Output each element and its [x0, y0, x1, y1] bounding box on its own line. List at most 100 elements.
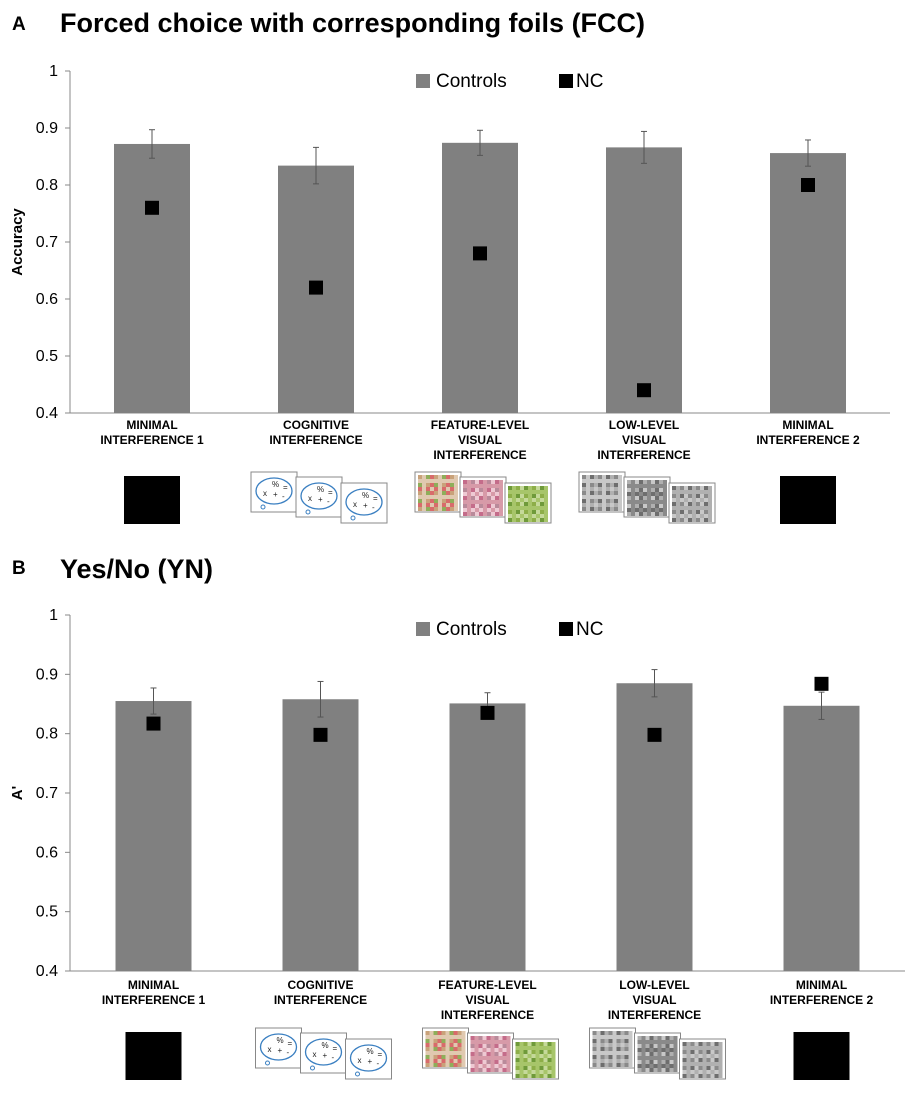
noise-pixel [494, 1068, 499, 1072]
noise-pixel [457, 1059, 462, 1063]
noise-pixel [639, 512, 643, 516]
noise-pixel [506, 1044, 511, 1048]
noise-pixel [655, 500, 659, 504]
noise-pixel [544, 498, 548, 502]
noise-pixel [539, 1050, 544, 1054]
noise-pixel [498, 1044, 503, 1048]
noise-pixel [495, 504, 499, 508]
noise-pixel [543, 1070, 548, 1074]
noise-pixel [445, 1043, 450, 1047]
math-symbol: % [317, 485, 324, 494]
noise-pixel [425, 1063, 430, 1067]
noise-pixel [690, 1062, 695, 1066]
noise-pixel [543, 1046, 548, 1050]
noise-pixel [425, 1043, 430, 1047]
noise-pixel [490, 1044, 495, 1048]
noise-pixel [669, 1068, 674, 1072]
noise-pixel [474, 1064, 479, 1068]
noise-pixel [471, 512, 475, 516]
noise-pixel [704, 514, 708, 518]
noise-pixel [453, 1031, 458, 1035]
noise-pixel [598, 479, 602, 483]
noise-pixel [698, 1066, 703, 1070]
noise-pixel [551, 1046, 556, 1050]
noise-pixel [433, 1031, 438, 1035]
noise-pixel [543, 1058, 548, 1062]
noise-pixel [535, 1042, 540, 1046]
noise-pixel [714, 1074, 719, 1078]
noise-pixel [495, 500, 499, 504]
noise-pixel [635, 484, 639, 488]
bar-controls [616, 683, 693, 971]
noise-pixel [442, 487, 446, 491]
noise-pixel [600, 1035, 605, 1039]
noise-pixel [540, 498, 544, 502]
noise-pixel [479, 496, 483, 500]
noise-pixel [628, 1047, 633, 1051]
noise-pixel [690, 1066, 695, 1070]
noise-pixel [535, 1046, 540, 1050]
noise-pixel [684, 502, 688, 506]
noise-pixel [604, 1035, 609, 1039]
math-symbol: + [363, 501, 368, 510]
noise-pixel [606, 499, 610, 503]
noise-pixel [483, 480, 487, 484]
noise-pixel [450, 495, 454, 499]
noise-pixel [471, 508, 475, 512]
bar-controls [442, 142, 518, 413]
noise-pixel [598, 475, 602, 479]
category-label: MINIMAL INTERFERENCE 2 [770, 978, 874, 1007]
noise-pixel [598, 503, 602, 507]
noise-pixel [422, 475, 426, 479]
noise-pixel [594, 475, 598, 479]
noise-pixel [614, 479, 618, 483]
noise-pixel [454, 475, 458, 479]
noise-pixel [649, 1044, 654, 1048]
thought-cloud [255, 477, 293, 505]
noise-pixel [527, 1054, 532, 1058]
noise-pixel [434, 495, 438, 499]
noise-pixel [698, 1042, 703, 1046]
noise-pixel [506, 1064, 511, 1068]
noise-pixel [602, 475, 606, 479]
noise-pixel [647, 484, 651, 488]
noise-pixel [627, 500, 631, 504]
noise-pixel [608, 1051, 613, 1055]
noise-pixel [441, 1047, 446, 1051]
noise-pixel [536, 494, 540, 498]
legend-label-controls: Controls [436, 619, 507, 640]
noise-pixel [539, 1058, 544, 1062]
noise-pixel [422, 495, 426, 499]
noise-pixel [596, 1055, 601, 1059]
feature-stimulus-icon [414, 471, 552, 524]
noise-pixel [454, 479, 458, 483]
noise-pixel [680, 518, 684, 522]
noise-pixel [516, 490, 520, 494]
noise-pixel [608, 1055, 613, 1059]
noise-pixel [586, 483, 590, 487]
thought-dot [265, 1060, 270, 1066]
noise-pixel [491, 496, 495, 500]
noise-pixel [449, 1035, 454, 1039]
noise-pixel [474, 1060, 479, 1064]
noise-pixel [544, 494, 548, 498]
math-symbol: + [318, 495, 323, 504]
noise-pixel [445, 1055, 450, 1059]
noise-pixel [614, 491, 618, 495]
noise-pixel [523, 1046, 528, 1050]
noise-pixel [704, 498, 708, 502]
noise-pixel [454, 483, 458, 487]
noise-pixel [628, 1059, 633, 1063]
noise-pixel [425, 1039, 430, 1043]
noise-pixel [486, 1060, 491, 1064]
noise-pixel [494, 1040, 499, 1044]
noise-pixel [635, 488, 639, 492]
noise-pixel [643, 488, 647, 492]
noise-pixel [506, 1048, 511, 1052]
noise-pixel [602, 507, 606, 511]
noise-pixel [647, 500, 651, 504]
noise-pixel [486, 1056, 491, 1060]
noise-pixel [536, 506, 540, 510]
noise-pixel [502, 1060, 507, 1064]
noise-pixel [539, 1046, 544, 1050]
